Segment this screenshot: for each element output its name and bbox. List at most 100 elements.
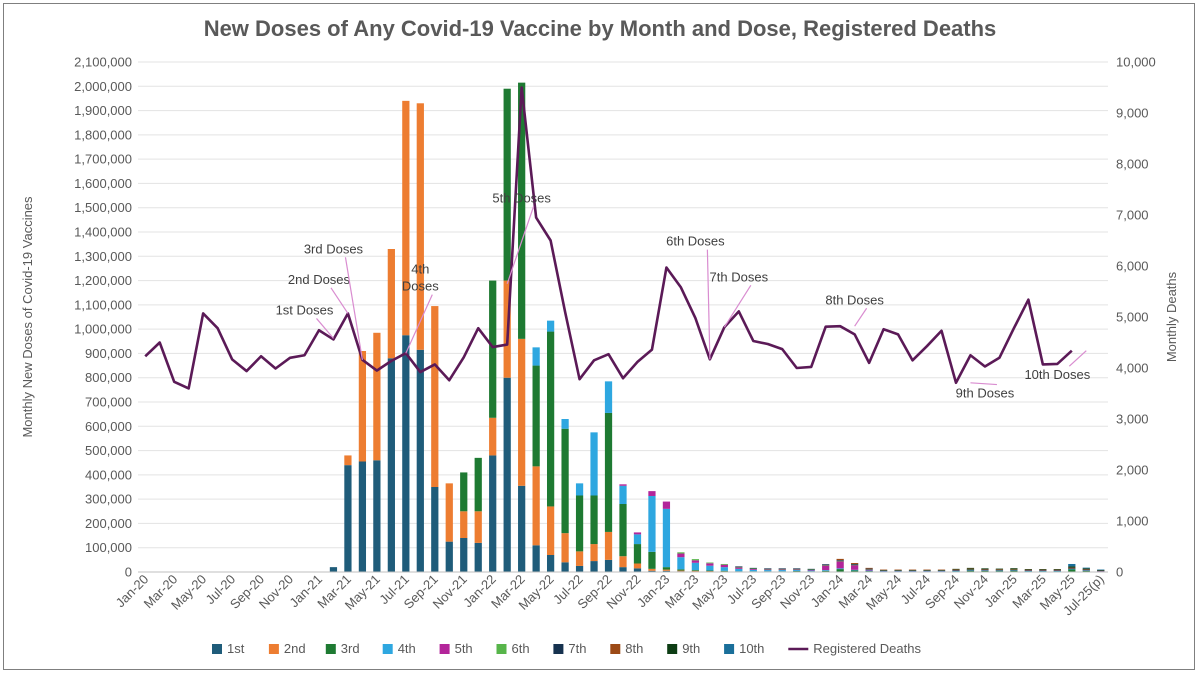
bar-4th [633,534,642,545]
bar-4th [793,570,801,572]
bar-3rd [604,412,613,532]
bar-7th [822,564,830,565]
bar-4th [575,483,584,496]
y-tick-label: 2,100,000 [74,55,132,70]
annotation-label: 10th Doses [1024,367,1090,382]
bar-1st [619,567,627,572]
bar-3rd [966,570,975,572]
legend-label: Registered Deaths [813,641,921,656]
bar-5th [735,567,743,569]
bar-9th [995,568,1004,570]
bar-10th [1082,567,1090,569]
annotation-label: 2nd Doses [288,272,351,287]
bar-2nd [590,544,598,562]
bar-4th [865,570,873,572]
bar-7th [952,569,960,571]
bar-8th [851,563,859,564]
bar-1st [532,545,540,572]
bar-1st [344,465,352,572]
bar-1st [604,559,613,572]
legend-label: 4th [398,641,416,656]
bar-3rd [546,331,555,507]
bar-9th [1082,568,1090,570]
bar-4th [720,567,728,571]
bar-6th [822,564,830,566]
y-tick-label: 1,700,000 [74,152,132,167]
y2-tick-label: 6,000 [1116,259,1149,274]
bars [329,82,1105,573]
bar-2nd [604,531,613,560]
annotation-leader [344,257,363,360]
bar-4th [981,570,989,571]
bar-2nd [633,563,642,569]
bar-8th [908,569,917,571]
bar-2nd [518,338,526,486]
bar-4th [879,571,888,572]
bar-1st [561,562,569,572]
bar-7th [879,570,888,571]
y-tick-label: 300,000 [85,492,132,507]
bar-1st [518,485,526,572]
bar-8th [952,569,960,570]
annotation-label: 7th Doses [710,269,769,284]
bar-9th [981,568,989,570]
bar-9th [952,568,960,570]
bar-3rd [677,569,685,571]
y2-tick-label: 4,000 [1116,361,1149,376]
bar-6th [735,566,743,568]
y-tick-label: 200,000 [85,516,132,531]
annotation-leader [316,318,334,339]
bar-4th [1053,570,1061,572]
bar-2nd [387,249,395,359]
bar-7th [836,560,844,561]
annotation-leader [1068,350,1087,367]
legend-swatch-6th [496,644,507,654]
y-tick-label: 700,000 [85,395,132,410]
bar-4th [677,557,685,570]
annotation-leader [854,307,868,327]
bar-5th [662,501,671,509]
bar-2nd [445,483,453,542]
y2-tick-label: 8,000 [1116,157,1149,172]
annotation-leader [706,249,711,360]
bar-5th [778,569,786,571]
bar-3rd [662,567,671,570]
legend-swatch-3rd [325,644,336,654]
y-tick-label: 100,000 [85,540,132,555]
legend-label: 9th [682,641,700,656]
y-tick-label: 1,300,000 [74,249,132,264]
bar-4th [836,568,844,570]
bar-3rd [822,570,830,572]
bar-4th [1082,570,1090,571]
bar-4th [1068,568,1076,570]
bar-5th [720,564,728,568]
bar-4th [894,571,902,572]
y2-tick-label: 1,000 [1116,514,1149,529]
bar-4th [662,508,671,568]
bar-4th [590,432,598,496]
y2-tick-label: 0 [1116,565,1123,580]
legend-label: 5th [455,641,473,656]
bar-3rd [575,495,584,552]
bar-4th [908,571,917,572]
y-tick-label: 600,000 [85,419,132,434]
bar-1st [373,460,381,572]
bar-3rd [518,82,526,339]
bar-2nd [358,351,367,462]
bar-2nd [677,570,685,572]
legend-label: 6th [512,641,530,656]
bar-4th [648,495,656,552]
bar-3rd [720,570,728,572]
bar-8th [1082,569,1090,570]
bar-1st [503,377,511,572]
y2-axis-title: Monthly Deaths [1164,271,1179,362]
bar-2nd [460,511,468,538]
bar-6th [778,568,786,570]
y2-tick-label: 5,000 [1116,310,1149,325]
bar-6th [851,564,859,566]
bar-6th [677,552,685,554]
chart-title: New Doses of Any Covid-19 Vaccine by Mon… [204,16,997,41]
annotation-label: 8th Doses [825,292,884,307]
legend-swatch-5th [439,644,450,654]
bar-5th [633,532,642,535]
